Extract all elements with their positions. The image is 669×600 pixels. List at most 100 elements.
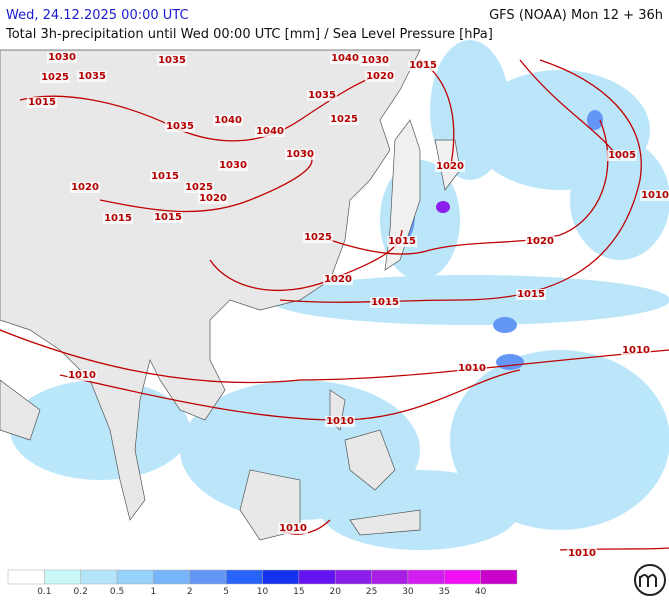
isobar-label: 1020 bbox=[199, 193, 227, 204]
isobar-label: 1035 bbox=[308, 90, 336, 101]
model-run: GFS (NOAA) Mon 12 + 36h bbox=[489, 8, 663, 23]
isobar-label-bg bbox=[103, 213, 133, 224]
isobar-label-bg bbox=[255, 126, 285, 137]
isobar-label-bg bbox=[457, 363, 487, 374]
legend-swatch bbox=[225, 569, 263, 585]
isobar-label-bg bbox=[70, 182, 100, 193]
isobar-label: 1030 bbox=[48, 52, 76, 63]
isobar-label: 1040 bbox=[256, 126, 284, 137]
isobar-label-bg bbox=[47, 52, 77, 63]
isobar-label: 1030 bbox=[219, 160, 247, 171]
legend-label: 15 bbox=[293, 587, 304, 597]
legend-swatch bbox=[407, 569, 445, 585]
land bbox=[0, 49, 461, 541]
isobar-label-bg bbox=[184, 182, 214, 193]
isobar-label: 1010 bbox=[622, 345, 650, 356]
legend-swatch bbox=[262, 569, 300, 585]
isobar-label-bg bbox=[370, 297, 400, 308]
legend-label: 10 bbox=[257, 587, 269, 597]
isobar-label: 1020 bbox=[436, 161, 464, 172]
legend-label: 2 bbox=[187, 587, 193, 597]
isobar-label: 1035 bbox=[78, 71, 106, 82]
isobar-label-bg bbox=[621, 345, 651, 356]
isobar-label-bg bbox=[329, 114, 359, 125]
isobar-label-bg bbox=[278, 523, 308, 534]
isobar-label-bg bbox=[218, 160, 248, 171]
isobar-label: 1020 bbox=[526, 236, 554, 247]
legend-swatch bbox=[189, 569, 227, 585]
isobar-label: 1010 bbox=[279, 523, 307, 534]
isobar-label: 1020 bbox=[366, 71, 394, 82]
legend-swatch bbox=[7, 569, 45, 585]
legend-label: 5 bbox=[223, 587, 229, 597]
isobar-label: 1010 bbox=[641, 190, 669, 201]
isobar-label: 1015 bbox=[388, 236, 416, 247]
isobar-label: 1025 bbox=[330, 114, 358, 125]
isobar-label: 1030 bbox=[286, 149, 314, 160]
isobar-label: 1025 bbox=[41, 72, 69, 83]
isobar-label: 1030 bbox=[361, 55, 389, 66]
legend-swatch bbox=[444, 569, 481, 585]
isobar-label-bg bbox=[198, 193, 228, 204]
isobar-label-bg bbox=[285, 149, 315, 160]
isobar-label-bg bbox=[307, 90, 337, 101]
isobar-label-bg bbox=[640, 190, 669, 201]
legend-label: 0.1 bbox=[37, 587, 51, 597]
legend-swatch bbox=[44, 569, 81, 585]
legend-swatch bbox=[371, 569, 409, 585]
legend-label: 0.5 bbox=[110, 587, 124, 597]
isobar-label-bg bbox=[360, 55, 390, 66]
isobar-label: 1040 bbox=[214, 115, 242, 126]
isobar-label-bg bbox=[77, 71, 107, 82]
isobar-label-bg bbox=[607, 150, 637, 161]
legend-swatch bbox=[80, 569, 118, 585]
isobar-label: 1025 bbox=[304, 232, 332, 243]
isobar-label: 1020 bbox=[324, 274, 352, 285]
legend-swatch bbox=[334, 569, 372, 585]
isobar-label-bg bbox=[323, 274, 353, 285]
isobar-label-bg bbox=[157, 55, 187, 66]
isobar-label: 1015 bbox=[154, 212, 182, 223]
isobar-label-bg bbox=[165, 121, 195, 132]
legend-label: 1 bbox=[151, 587, 157, 597]
isobar-label: 1035 bbox=[158, 55, 186, 66]
isobar-label-bg bbox=[567, 548, 597, 559]
isobar-label: 1015 bbox=[28, 97, 56, 108]
isobar-label-bg bbox=[67, 370, 97, 381]
isobar-label-bg bbox=[40, 72, 70, 83]
isobar-label-bg bbox=[365, 71, 395, 82]
isobar-label-bg bbox=[213, 115, 243, 126]
isobar-label: 1010 bbox=[568, 548, 596, 559]
subtitle: Total 3h-precipitation until Wed 00:00 U… bbox=[5, 27, 493, 42]
isobar-label: 1020 bbox=[71, 182, 99, 193]
isobar-label: 1015 bbox=[151, 171, 179, 182]
isobar-label-bg bbox=[408, 60, 438, 71]
legend-label: 30 bbox=[402, 587, 414, 597]
isobar-label-bg bbox=[525, 236, 555, 247]
legend-swatch bbox=[153, 569, 191, 585]
legend-label: 20 bbox=[329, 587, 341, 597]
isobar-label-bg bbox=[516, 289, 546, 300]
legend-swatch bbox=[116, 569, 154, 585]
datetime: Wed, 24.12.2025 00:00 UTC bbox=[6, 8, 189, 23]
logo bbox=[634, 564, 666, 596]
isobar-label-bg bbox=[325, 416, 355, 427]
legend-swatch bbox=[298, 569, 336, 585]
isobar-label: 1005 bbox=[608, 150, 636, 161]
legend-label: 0.2 bbox=[74, 587, 88, 597]
isobar-label-bg bbox=[303, 232, 333, 243]
isobar-label: 1040 bbox=[331, 53, 359, 64]
isobar-label: 1035 bbox=[166, 121, 194, 132]
legend-swatch bbox=[480, 569, 518, 585]
isobar-label: 1015 bbox=[371, 297, 399, 308]
isobar-label: 1015 bbox=[104, 213, 132, 224]
isobar-label: 1010 bbox=[68, 370, 96, 381]
isobar-label: 1010 bbox=[326, 416, 354, 427]
legend-label: 40 bbox=[475, 587, 487, 597]
isobar-label: 1025 bbox=[185, 182, 213, 193]
isobar-label-bg bbox=[150, 171, 180, 182]
legend-label: 35 bbox=[439, 587, 450, 597]
legend-label: 25 bbox=[366, 587, 377, 597]
isobar-label-bg bbox=[153, 212, 183, 223]
